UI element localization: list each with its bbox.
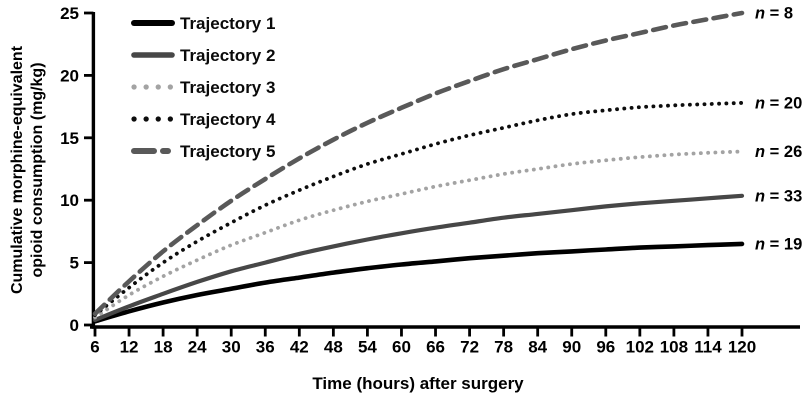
n-label-trajectory-5: n = 8 xyxy=(755,5,793,23)
y-axis-title-line2: opioid consumption (mg/kg) xyxy=(29,62,46,277)
series-line-trajectory-1 xyxy=(92,241,745,324)
n-label-trajectory-4: n = 20 xyxy=(755,94,802,112)
x-tick-label: 36 xyxy=(256,338,275,357)
x-tick-label: 78 xyxy=(494,338,513,357)
x-tick-label: 120 xyxy=(728,338,756,357)
n-label-trajectory-3: n = 26 xyxy=(755,143,802,161)
legend-label-trajectory-1: Trajectory 1 xyxy=(180,14,275,33)
x-tick-label: 84 xyxy=(528,338,547,357)
x-tick-label: 66 xyxy=(426,338,445,357)
n-label-trajectory-2: n = 33 xyxy=(755,187,802,205)
x-tick-label: 12 xyxy=(120,338,139,357)
x-tick-label: 72 xyxy=(460,338,479,357)
y-tick-label: 0 xyxy=(70,316,79,335)
x-tick-label: 108 xyxy=(660,338,688,357)
series-line-trajectory-3 xyxy=(93,149,744,320)
legend-label-trajectory-2: Trajectory 2 xyxy=(180,46,275,65)
y-tick-label: 20 xyxy=(60,66,79,85)
series-line-trajectory-5 xyxy=(92,10,745,317)
legend-label-trajectory-4: Trajectory 4 xyxy=(180,110,276,129)
series-line-trajectory-4 xyxy=(93,101,744,317)
x-tick-label: 42 xyxy=(290,338,309,357)
x-tick-label: 54 xyxy=(358,338,377,357)
x-tick-label: 30 xyxy=(222,338,241,357)
x-axis-title: Time (hours) after surgery xyxy=(312,374,524,393)
y-tick-label: 25 xyxy=(60,4,79,23)
x-tick-label: 18 xyxy=(154,338,173,357)
x-tick-label: 96 xyxy=(596,338,615,357)
y-axis-title-line1: Cumulative morphine-equivalent xyxy=(9,45,26,294)
x-tick-label: 102 xyxy=(626,338,654,357)
x-tick-label: 114 xyxy=(694,338,722,357)
x-tick-label: 24 xyxy=(188,338,207,357)
plot-area: 0 5 10 15 20 25 6 12 18 24 30 36 42 48 54 60 66 72 78 84 90 9… xyxy=(60,4,802,357)
y-tick-label: 5 xyxy=(70,254,79,273)
legend-label-trajectory-3: Trajectory 3 xyxy=(180,78,275,97)
legend-label-trajectory-5: Trajectory 5 xyxy=(180,142,275,161)
y-tick-label: 10 xyxy=(60,191,79,210)
x-tick-label: 90 xyxy=(562,338,581,357)
x-tick-label: 6 xyxy=(90,338,99,357)
n-label-trajectory-1: n = 19 xyxy=(755,235,802,253)
y-tick-label: 15 xyxy=(60,129,79,148)
x-tick-label: 60 xyxy=(392,338,411,357)
series-line-trajectory-2 xyxy=(92,193,745,323)
x-tick-label: 48 xyxy=(324,338,343,357)
